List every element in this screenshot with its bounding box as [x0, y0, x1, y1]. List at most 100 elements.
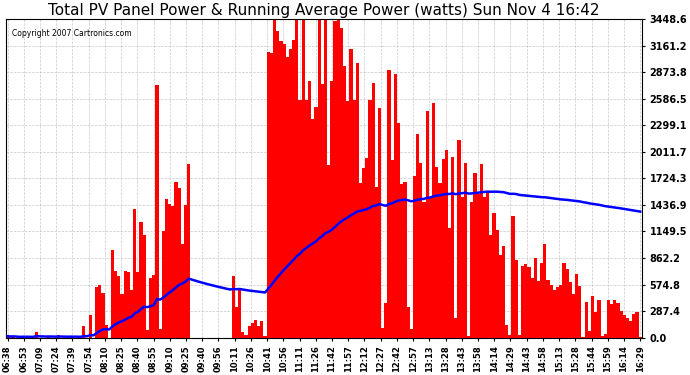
Bar [467, 336, 470, 338]
Bar [524, 264, 527, 338]
Bar [317, 19, 321, 338]
Bar [604, 334, 607, 338]
Bar [34, 332, 38, 338]
Bar [48, 336, 50, 338]
Bar [70, 336, 72, 338]
Bar [57, 336, 60, 338]
Bar [311, 118, 315, 338]
Bar [286, 57, 289, 338]
Bar [28, 337, 31, 338]
Bar [368, 99, 372, 338]
Bar [146, 330, 149, 338]
Bar [264, 336, 266, 338]
Bar [362, 168, 365, 338]
Bar [546, 280, 550, 338]
Bar [521, 266, 524, 338]
Bar [241, 332, 244, 338]
Bar [416, 134, 420, 338]
Bar [124, 271, 127, 338]
Bar [480, 164, 483, 338]
Bar [355, 63, 359, 338]
Bar [445, 150, 448, 338]
Bar [410, 328, 413, 338]
Bar [372, 83, 375, 338]
Bar [117, 276, 120, 338]
Bar [575, 274, 578, 338]
Bar [457, 140, 461, 338]
Bar [349, 50, 353, 338]
Bar [327, 165, 331, 338]
Text: Copyright 2007 Cartronics.com: Copyright 2007 Cartronics.com [12, 28, 132, 38]
Bar [495, 230, 499, 338]
Bar [591, 297, 594, 338]
Bar [111, 249, 114, 338]
Bar [149, 278, 152, 338]
Bar [566, 269, 569, 338]
Bar [6, 337, 9, 338]
Bar [168, 204, 171, 338]
Bar [339, 28, 343, 338]
Bar [610, 304, 613, 338]
Bar [88, 315, 92, 338]
Bar [505, 325, 509, 338]
Bar [391, 159, 394, 338]
Bar [489, 235, 493, 338]
Bar [616, 303, 620, 338]
Bar [235, 308, 238, 338]
Bar [171, 206, 175, 338]
Bar [454, 318, 457, 338]
Bar [302, 19, 305, 338]
Bar [187, 164, 190, 338]
Bar [260, 321, 264, 338]
Bar [420, 163, 422, 338]
Bar [270, 53, 273, 338]
Bar [556, 287, 559, 338]
Bar [438, 183, 442, 338]
Bar [254, 320, 257, 338]
Bar [600, 336, 604, 338]
Bar [238, 290, 242, 338]
Bar [365, 158, 368, 338]
Bar [578, 286, 582, 338]
Bar [353, 100, 355, 338]
Bar [375, 187, 378, 338]
Bar [161, 231, 165, 338]
Bar [543, 244, 546, 338]
Bar [181, 244, 184, 338]
Bar [428, 198, 432, 338]
Bar [473, 173, 477, 338]
Bar [397, 123, 400, 338]
Bar [282, 44, 286, 338]
Bar [451, 158, 454, 338]
Bar [572, 294, 575, 338]
Bar [540, 263, 543, 338]
Bar [550, 285, 553, 338]
Bar [582, 337, 584, 338]
Bar [632, 314, 635, 338]
Bar [527, 267, 531, 338]
Bar [432, 103, 435, 338]
Bar [346, 102, 349, 338]
Bar [404, 183, 406, 338]
Bar [448, 228, 451, 338]
Bar [152, 275, 155, 338]
Bar [331, 81, 333, 338]
Bar [257, 326, 260, 338]
Bar [305, 100, 308, 338]
Bar [477, 194, 480, 338]
Bar [359, 183, 362, 338]
Bar [177, 188, 181, 338]
Bar [635, 312, 639, 338]
Bar [333, 21, 337, 338]
Bar [461, 197, 464, 338]
Bar [321, 84, 324, 338]
Bar [388, 70, 391, 338]
Bar [607, 300, 610, 338]
Bar [483, 197, 486, 338]
Bar [101, 293, 104, 338]
Bar [95, 287, 98, 338]
Bar [25, 337, 28, 338]
Bar [155, 86, 159, 338]
Bar [588, 331, 591, 338]
Bar [518, 335, 521, 338]
